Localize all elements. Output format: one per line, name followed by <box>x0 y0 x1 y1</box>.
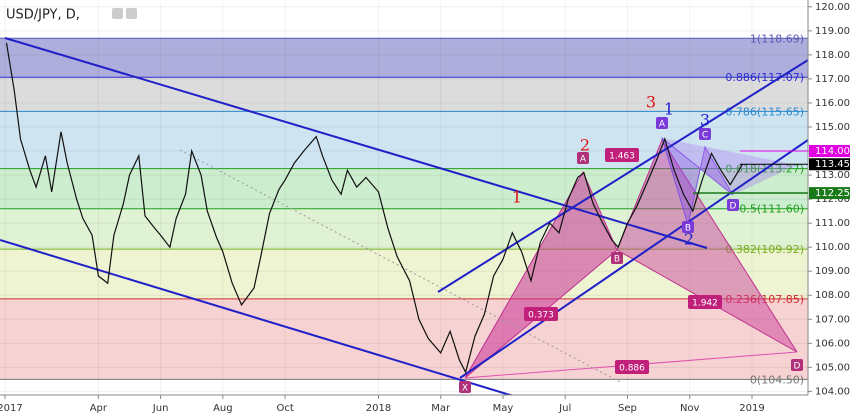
ratio-label: 1.942 <box>692 299 718 309</box>
fib-label: 0.886(117.07) <box>725 71 804 84</box>
y-tick-label: 111.00 <box>815 218 850 229</box>
fib-band <box>0 298 808 380</box>
point-badge <box>459 381 471 393</box>
small-pattern <box>661 136 734 226</box>
y-tick-label: 106.00 <box>815 338 850 349</box>
x-tick-label: Mar <box>431 403 451 414</box>
y-tick-label: 104.00 <box>815 386 850 397</box>
chart-title: USD/JPY, D, <box>6 8 80 23</box>
y-tick-label: 112.00 <box>815 194 850 205</box>
point-badge <box>611 252 623 264</box>
price-tag <box>809 187 850 200</box>
point-badge <box>791 359 803 371</box>
icon[interactable] <box>112 8 123 19</box>
point-label: C <box>702 131 708 141</box>
trend-line <box>0 239 521 399</box>
point-label: A <box>659 120 666 130</box>
wave-label: 3 <box>646 93 656 112</box>
wave-label: 3 <box>700 111 710 130</box>
x-tick-label: Apr <box>90 403 108 414</box>
ratio-badge <box>688 295 722 309</box>
point-badge <box>656 117 668 129</box>
ratio-label: 0.373 <box>528 311 554 321</box>
fib-label: 0(104.50) <box>750 373 804 386</box>
wave-label: 2 <box>580 136 590 155</box>
point-badge <box>727 199 739 211</box>
y-tick-label: 116.00 <box>815 98 850 109</box>
x-tick-label: May <box>493 403 514 414</box>
point-label: A <box>580 155 587 165</box>
ratio-badge <box>605 148 639 162</box>
channel-line <box>437 59 809 293</box>
x-tick-label: 2018 <box>366 403 391 414</box>
point-badge <box>682 221 694 233</box>
ratio-label: 1.463 <box>609 152 635 162</box>
price-line <box>5 42 744 374</box>
x-tick-label: 2019 <box>739 403 764 414</box>
price-tag <box>809 145 850 158</box>
fib-band <box>0 111 808 169</box>
price-tag-label: 114.00 <box>815 146 850 157</box>
point-label: X <box>462 384 468 394</box>
y-tick-label: 115.00 <box>815 122 850 133</box>
y-tick-label: 108.00 <box>815 290 850 301</box>
channel-line <box>459 139 809 379</box>
fib-band <box>0 77 808 112</box>
price-tag-label: 113.45 <box>815 159 850 170</box>
y-tick-label: 117.00 <box>815 74 850 85</box>
fib-label: 0.382(109.92) <box>725 243 804 256</box>
fib-label: 0.5(111.60) <box>739 203 804 216</box>
point-badge <box>699 128 711 140</box>
fib-label: 0.236(107.85) <box>725 293 804 306</box>
y-tick-label: 109.00 <box>815 266 850 277</box>
fib-band <box>0 208 808 250</box>
point-label: B <box>614 255 620 265</box>
ratio-label: 0.886 <box>619 364 645 374</box>
y-tick-label: 119.00 <box>815 26 850 37</box>
x-tick-label: Oct <box>276 403 293 414</box>
point-badge <box>577 152 589 164</box>
price-axis <box>808 0 850 417</box>
fib-label: 0.786(115.65) <box>725 105 804 118</box>
x-tick-label: Jul <box>558 403 571 414</box>
point-label: B <box>685 224 691 234</box>
x-tick-label: Aug <box>213 403 233 414</box>
point-label: D <box>794 362 801 372</box>
wave-label: 1 <box>664 100 674 119</box>
y-tick-label: 118.00 <box>815 50 850 61</box>
x-tick-label: Jun <box>152 403 169 414</box>
x-tick-label: Nov <box>680 403 700 414</box>
y-tick-label: 113.00 <box>815 170 850 181</box>
fib-bands: 1(118.69)0.886(117.07)0.786(115.65)0.618… <box>0 32 808 386</box>
trend-line <box>4 37 708 249</box>
ratio-badge <box>524 307 558 321</box>
y-tick-label: 107.00 <box>815 314 850 325</box>
fib-band <box>0 38 808 78</box>
price-tag-label: 112.25 <box>815 188 850 199</box>
fib-band <box>0 249 808 299</box>
grid <box>0 2 808 395</box>
x-tick-label: 2017 <box>0 403 23 414</box>
y-tick-label: 105.00 <box>815 362 850 373</box>
ratio-badge <box>615 360 649 374</box>
wave-label: 1 <box>512 188 522 207</box>
point-label: D <box>730 202 737 212</box>
price <box>5 42 744 374</box>
y-tick-label: 110.00 <box>815 242 850 253</box>
wave-label: 2 <box>684 230 694 249</box>
x-tick-label: Sep <box>618 403 637 414</box>
price-tag <box>809 158 850 171</box>
icon[interactable] <box>126 8 137 19</box>
y-tick-label: 120.00 <box>815 2 850 13</box>
time-axis <box>0 395 850 417</box>
triangle <box>662 138 797 195</box>
fib-label: 1(118.69) <box>750 32 804 45</box>
